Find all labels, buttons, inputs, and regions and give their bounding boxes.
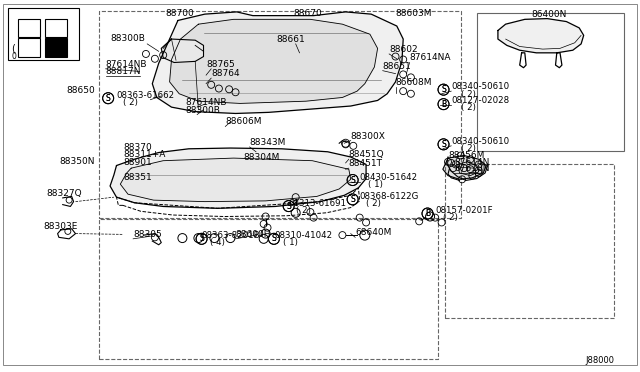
Text: 88456M: 88456M	[448, 151, 484, 160]
Text: 86400N: 86400N	[531, 10, 566, 19]
Text: 88661: 88661	[276, 35, 305, 44]
Text: (: (	[12, 44, 15, 53]
Text: S: S	[350, 195, 355, 204]
Text: 87614N: 87614N	[454, 158, 490, 167]
Text: 88817N: 88817N	[106, 67, 141, 76]
Text: 08363-8201B: 08363-8201B	[202, 231, 260, 240]
Text: 88370: 88370	[123, 143, 152, 152]
Polygon shape	[152, 12, 403, 113]
Text: J88000: J88000	[586, 356, 614, 365]
Text: 88351: 88351	[124, 173, 152, 182]
Text: 08368-6122G: 08368-6122G	[360, 192, 419, 201]
Text: S: S	[441, 140, 446, 149]
Text: ( 2): ( 2)	[123, 98, 138, 107]
Text: S: S	[350, 195, 355, 204]
Text: B: B	[441, 100, 446, 109]
Text: 88606M: 88606M	[225, 118, 262, 126]
Text: 87610N: 87610N	[454, 164, 490, 173]
Text: ( 2): ( 2)	[366, 199, 381, 208]
Bar	[45, 19, 67, 37]
Text: S: S	[271, 234, 276, 243]
Bar	[477, 13, 624, 151]
Text: 08430-51642: 08430-51642	[360, 173, 418, 182]
Text: 88305: 88305	[133, 230, 162, 239]
Text: S: S	[441, 85, 446, 94]
Text: 88311+A: 88311+A	[123, 150, 165, 159]
Polygon shape	[170, 19, 378, 103]
Text: 88327Q: 88327Q	[46, 189, 82, 198]
Text: 88304M: 88304M	[243, 153, 280, 162]
Text: 87614NB: 87614NB	[186, 98, 227, 107]
Text: 88343M: 88343M	[250, 138, 286, 147]
Text: S: S	[441, 85, 446, 94]
Text: ( 2): ( 2)	[461, 90, 476, 99]
Text: S: S	[106, 94, 111, 103]
Text: 88602: 88602	[389, 45, 418, 54]
Text: B: B	[441, 100, 446, 109]
Text: S: S	[350, 176, 355, 185]
Text: ( 1): ( 1)	[283, 238, 298, 247]
Bar	[18, 19, 40, 37]
Bar	[45, 38, 67, 57]
Text: 87614NB: 87614NB	[106, 60, 147, 69]
Text: S: S	[441, 140, 446, 149]
Text: S: S	[286, 202, 291, 211]
Text: 88670: 88670	[293, 9, 322, 18]
Text: ( 4): ( 4)	[210, 238, 225, 247]
Text: 08127-02028: 08127-02028	[451, 96, 509, 105]
Text: 88603M: 88603M	[396, 9, 432, 18]
Text: 86608M: 86608M	[396, 78, 432, 87]
Text: 88300X: 88300X	[351, 132, 385, 141]
Text: 08363-61662: 08363-61662	[116, 91, 175, 100]
Text: 88765: 88765	[206, 60, 235, 69]
Bar	[8, 8, 79, 60]
Text: S: S	[350, 176, 355, 185]
Text: S: S	[199, 234, 204, 243]
Bar	[18, 38, 40, 57]
Text: 08310-41042: 08310-41042	[274, 231, 332, 240]
Text: 88600H: 88600H	[236, 230, 271, 239]
Text: 87614NA: 87614NA	[410, 54, 451, 62]
Polygon shape	[161, 39, 204, 62]
Polygon shape	[498, 19, 584, 53]
Polygon shape	[443, 155, 486, 179]
Text: 88350N: 88350N	[60, 157, 95, 166]
Polygon shape	[120, 158, 351, 202]
Text: S: S	[106, 94, 111, 103]
Text: ( 2): ( 2)	[461, 103, 476, 112]
Text: S: S	[271, 234, 276, 243]
Bar	[445, 164, 614, 318]
Text: 88764: 88764	[211, 69, 240, 78]
Polygon shape	[110, 148, 366, 208]
Text: 88451Q: 88451Q	[349, 150, 385, 159]
Text: 68640M: 68640M	[355, 228, 392, 237]
Text: 88650: 88650	[66, 86, 95, 94]
Text: ( 2): ( 2)	[443, 214, 458, 222]
Text: ( 2): ( 2)	[296, 206, 310, 215]
Text: S: S	[199, 234, 204, 243]
Text: B: B	[425, 209, 430, 218]
Text: 88651: 88651	[383, 62, 412, 71]
Bar	[99, 11, 461, 218]
Text: 08313-61691: 08313-61691	[288, 199, 346, 208]
Text: 88300B: 88300B	[186, 106, 220, 115]
Text: 08340-50610: 08340-50610	[451, 137, 509, 146]
Bar	[99, 219, 438, 359]
Text: ( 1): ( 1)	[368, 180, 383, 189]
Text: 08340-50610: 08340-50610	[451, 82, 509, 91]
Text: 88700: 88700	[165, 9, 194, 18]
Text: S: S	[286, 202, 291, 211]
Text: 0: 0	[12, 52, 17, 61]
Text: 88451T: 88451T	[349, 159, 383, 168]
Text: B: B	[425, 209, 430, 218]
Text: 08157-0201F: 08157-0201F	[435, 206, 493, 215]
Text: 88901: 88901	[124, 158, 152, 167]
Text: 88303E: 88303E	[44, 222, 78, 231]
Text: 88300B: 88300B	[111, 34, 145, 43]
Text: ( 2): ( 2)	[461, 144, 476, 153]
